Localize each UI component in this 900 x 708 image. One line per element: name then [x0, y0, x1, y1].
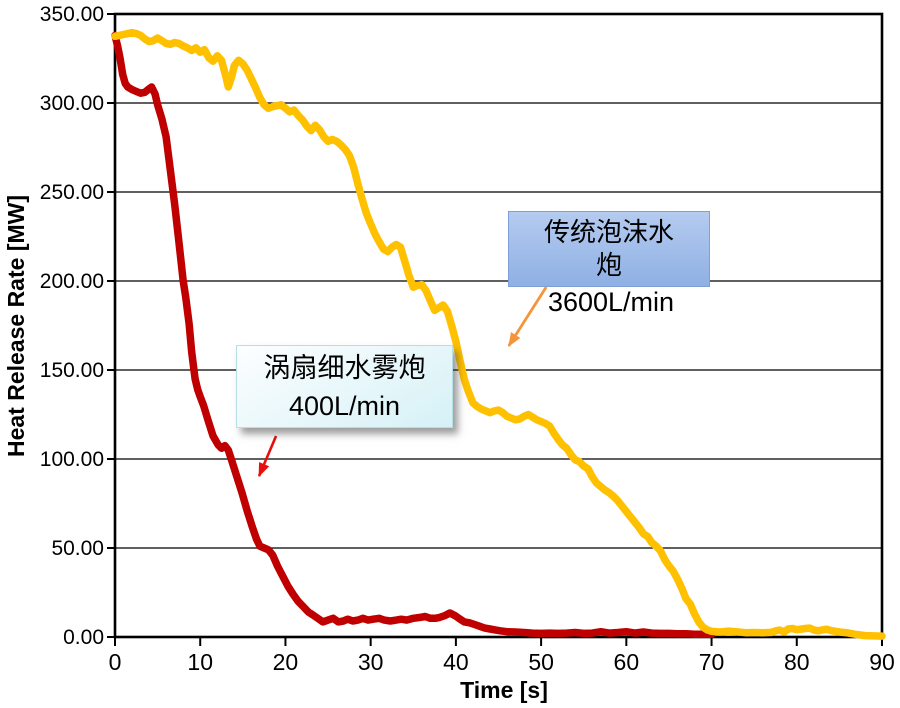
x-tick-label: 20: [273, 649, 299, 675]
annotation-foam-line2: 炮: [595, 250, 622, 280]
y-tick-label: 50.00: [51, 537, 104, 560]
y-tick-label: 350.00: [40, 3, 104, 26]
annotation-foam-line1: 传统泡沫水: [543, 217, 674, 247]
y-tick-label: 200.00: [40, 270, 104, 293]
y-tick-label: 100.00: [40, 448, 104, 471]
curve-foam-cannon: [111, 28, 886, 640]
x-tick-label: 60: [614, 649, 640, 675]
annotation-foam-flowrate: 3600L/min: [547, 287, 675, 317]
plot-border: [113, 12, 884, 639]
curve-mist-cannon: [111, 31, 716, 639]
x-tick-label: 70: [699, 649, 725, 675]
x-tick-label: 40: [443, 649, 469, 675]
y-axis-title: Heat Release Rate [MW]: [3, 195, 29, 457]
x-tick-label: 0: [109, 649, 122, 675]
mist-annotation-arrow: [257, 435, 278, 478]
y-tick-label: 250.00: [40, 181, 104, 204]
y-tick-label: 150.00: [40, 359, 104, 382]
annotation-mist-line2: 400L/min: [288, 390, 401, 421]
foam-annotation-arrow: [507, 286, 548, 347]
y-tick-label: 0.00: [63, 626, 104, 649]
x-tick-label: 50: [528, 649, 554, 675]
x-tick-label: 30: [358, 649, 384, 675]
annotation-mist-line1: 涡扇细水雾炮: [263, 352, 426, 383]
x-axis-title: Time [s]: [460, 677, 548, 703]
x-tick-label: 80: [784, 649, 810, 675]
annotation-mist-cannon-box: 涡扇细水雾炮 400L/min: [236, 345, 453, 428]
x-tick-label: 10: [187, 649, 213, 675]
y-tick-label: 300.00: [40, 92, 104, 115]
annotation-foam-cannon-box: 传统泡沫水 炮: [508, 211, 710, 287]
x-tick-label: 90: [869, 649, 895, 675]
